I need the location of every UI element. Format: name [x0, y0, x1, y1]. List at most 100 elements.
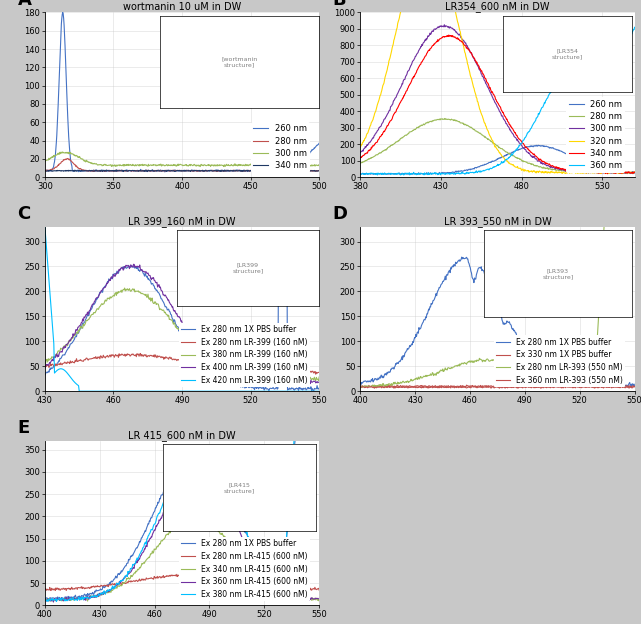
280 nm	[165, 167, 173, 175]
Line: 360 nm: 360 nm	[360, 27, 635, 175]
340 nm	[604, 170, 612, 177]
340 nm	[520, 141, 528, 149]
Text: A: A	[17, 0, 31, 9]
Ex 420 nm LR-399 (160 nM)	[74, 381, 81, 389]
300 nm	[356, 149, 364, 156]
Ex 330 nm 1X PBS buffer	[556, 382, 563, 389]
Ex 280 nm LR-415 (600 nM)	[241, 578, 249, 585]
Ex 280 nm LR-399 (160 nM)	[130, 352, 138, 359]
Line: 280 nm: 280 nm	[360, 119, 635, 173]
Ex 420 nm LR-399 (160 nM)	[41, 223, 49, 230]
260 nm	[112, 167, 120, 175]
Text: D: D	[333, 205, 348, 223]
Title: LR354_600 nM in DW: LR354_600 nM in DW	[445, 2, 550, 12]
340 nm	[113, 166, 121, 173]
340 nm	[582, 168, 590, 175]
Line: Ex 280 nm LR-415 (600 nM): Ex 280 nm LR-415 (600 nM)	[45, 574, 319, 590]
340 nm	[225, 167, 233, 174]
Line: 300 nm: 300 nm	[360, 25, 635, 173]
Ex 280 nm LR-399 (160 nM)	[151, 351, 158, 359]
360 nm	[625, 37, 633, 44]
Ex 330 nm 1X PBS buffer	[512, 383, 519, 390]
340 nm	[356, 154, 364, 162]
Ex 380 nm LR-399 (160 nM)	[74, 329, 81, 337]
Ex 420 nm LR-399 (160 nM)	[240, 388, 247, 395]
360 nm	[520, 136, 528, 144]
Ex 380 nm LR-415 (600 nM)	[312, 432, 320, 440]
300 nm	[520, 144, 528, 152]
Ex 280 nm 1X PBS buffer	[196, 453, 204, 461]
Ex 360 nm LR-393 (550 nM)	[356, 384, 364, 392]
Ex 280 nm 1X PBS buffer	[41, 371, 49, 379]
Ex 360 nm LR-393 (550 nM)	[628, 384, 635, 391]
Ex 280 nm LR-399 (160 nM)	[74, 358, 81, 365]
Ex 280 nm LR-415 (600 nM)	[315, 587, 323, 594]
360 nm	[505, 154, 513, 162]
320 nm	[505, 159, 513, 167]
Ex 380 nm LR-399 (160 nM)	[131, 288, 138, 296]
280 nm	[271, 168, 278, 175]
Ex 340 nm LR-415 (600 nM)	[189, 512, 197, 520]
Title: LR 415_600 nM in DW: LR 415_600 nM in DW	[128, 430, 236, 441]
Ex 380 nm LR-415 (600 nM)	[240, 524, 248, 532]
Line: 320 nm: 320 nm	[360, 6, 635, 173]
Ex 330 nm 1X PBS buffer	[403, 383, 410, 390]
Ex 380 nm LR-399 (160 nM)	[241, 373, 249, 380]
320 nm	[618, 170, 626, 177]
280 nm	[631, 169, 638, 177]
Ex 280 nm 1X PBS buffer	[305, 435, 313, 442]
Ex 280 nm 1X PBS buffer	[239, 384, 247, 391]
Ex 280 nm 1X PBS buffer	[240, 526, 248, 534]
Ex 280 nm 1X PBS buffer	[315, 435, 323, 442]
280 nm	[203, 167, 211, 175]
300 nm	[489, 94, 497, 102]
Text: B: B	[333, 0, 347, 9]
Ex 380 nm LR-415 (600 nM)	[44, 598, 52, 605]
340 nm	[315, 167, 323, 175]
280 nm	[315, 167, 323, 174]
Line: Ex 280 nm LR-393 (550 nM): Ex 280 nm LR-393 (550 nM)	[360, 142, 635, 388]
Ex 400 nm LR-399 (160 nM)	[240, 374, 247, 382]
Ex 380 nm LR-415 (600 nM)	[196, 450, 204, 457]
Ex 340 nm LR-415 (600 nM)	[197, 514, 204, 522]
260 nm	[631, 169, 638, 177]
Ex 340 nm LR-415 (600 nM)	[41, 597, 49, 604]
Ex 420 nm LR-399 (160 nM)	[131, 388, 138, 395]
Ex 330 nm 1X PBS buffer	[620, 382, 628, 389]
280 nm	[489, 140, 497, 147]
300 nm	[249, 162, 256, 169]
320 nm	[582, 168, 590, 176]
Ex 280 nm LR-399 (160 nM)	[137, 349, 144, 357]
Ex 330 nm 1X PBS buffer	[614, 381, 622, 389]
Ex 280 nm LR-393 (550 nM)	[511, 361, 519, 369]
Legend: 260 nm, 280 nm, 300 nm, 340 nm: 260 nm, 280 nm, 300 nm, 340 nm	[251, 122, 310, 173]
280 nm	[441, 115, 449, 122]
300 nm	[440, 21, 448, 29]
280 nm	[505, 150, 513, 157]
320 nm	[356, 144, 364, 151]
280 nm	[224, 167, 232, 174]
Ex 420 nm LR-399 (160 nM)	[151, 388, 158, 395]
Ex 280 nm 1X PBS buffer	[403, 348, 410, 355]
280 nm	[90, 167, 97, 174]
340 nm	[166, 167, 174, 175]
260 nm	[505, 150, 513, 157]
Ex 360 nm LR-393 (550 nM)	[403, 384, 410, 391]
Ex 280 nm 1X PBS buffer	[356, 379, 364, 386]
Ex 360 nm LR-415 (600 nM)	[87, 594, 95, 602]
Ex 400 nm LR-399 (160 nM)	[129, 261, 137, 268]
260 nm	[166, 167, 174, 175]
Text: E: E	[17, 419, 29, 437]
Line: Ex 400 nm LR-399 (160 nM): Ex 400 nm LR-399 (160 nM)	[45, 265, 319, 384]
300 nm	[625, 168, 633, 176]
Ex 280 nm 1X PBS buffer	[72, 593, 80, 601]
Ex 420 nm LR-399 (160 nM)	[214, 388, 222, 395]
340 nm	[204, 167, 212, 175]
Ex 400 nm LR-399 (160 nM)	[151, 276, 158, 284]
280 nm	[248, 167, 256, 174]
360 nm	[582, 62, 590, 70]
Ex 380 nm LR-415 (600 nM)	[41, 595, 49, 603]
Ex 280 nm 1X PBS buffer	[240, 383, 248, 390]
Ex 380 nm LR-399 (160 nM)	[276, 378, 283, 385]
Ex 280 nm LR-393 (550 nM)	[555, 376, 563, 383]
